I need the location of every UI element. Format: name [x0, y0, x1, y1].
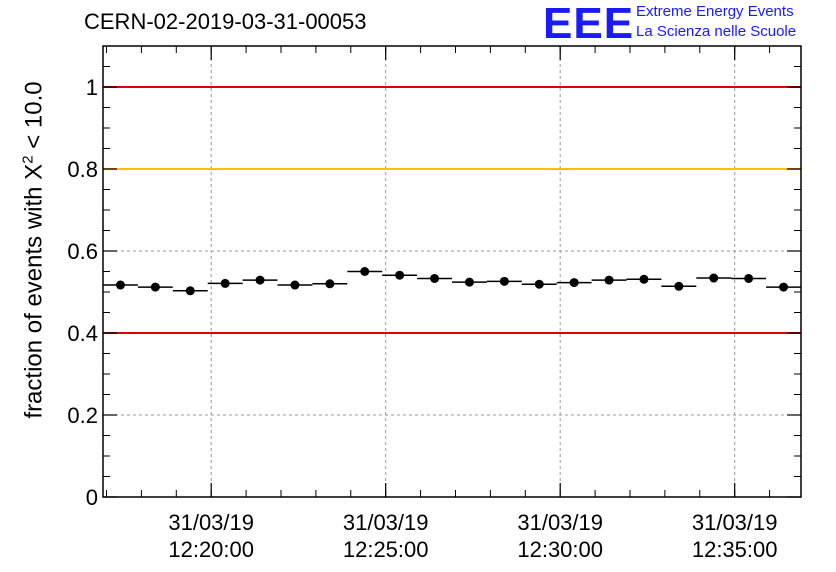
- data-point: [604, 275, 614, 285]
- data-point: [360, 267, 370, 276]
- data-point: [290, 280, 300, 290]
- data-point: [779, 282, 789, 292]
- x-tick-date: 31/03/19: [168, 510, 254, 535]
- data-point: [499, 276, 509, 286]
- y-tick-label: 0.8: [67, 157, 98, 182]
- data-point: [744, 273, 754, 283]
- x-tick-date: 31/03/19: [343, 510, 429, 535]
- data-point: [115, 280, 125, 290]
- x-tick-time: 12:30:00: [517, 537, 603, 562]
- x-tick-date: 31/03/19: [517, 510, 603, 535]
- y-tick-label: 0: [86, 485, 98, 510]
- data-point: [150, 282, 160, 292]
- data-point: [325, 279, 335, 289]
- x-tick-time: 12:20:00: [168, 537, 254, 562]
- data-point: [569, 278, 579, 288]
- data-point: [639, 274, 649, 284]
- eee-logo: EEE: [543, 0, 635, 48]
- data-point: [430, 273, 440, 283]
- plot-frame: [102, 45, 802, 498]
- x-tick-time: 12:25:00: [343, 537, 429, 562]
- y-tick-label: 0.6: [67, 239, 98, 264]
- logo-subtitle-1: Extreme Energy Events: [636, 3, 794, 20]
- y-tick-label: 0.4: [67, 321, 98, 346]
- logo-subtitle-2: La Scienza nelle Scuole: [636, 23, 797, 40]
- data-point: [674, 281, 684, 291]
- x-tick-time: 12:35:00: [692, 537, 778, 562]
- y-tick-label: 0.2: [67, 403, 98, 428]
- data-point: [709, 273, 719, 283]
- data-point: [534, 279, 544, 289]
- x-tick-date: 31/03/19: [692, 510, 778, 535]
- data-point: [464, 277, 474, 287]
- data-point: [220, 278, 230, 288]
- chart-title: CERN-02-2019-03-31-00053: [84, 9, 367, 34]
- data-point: [395, 270, 405, 280]
- data-point: [185, 286, 195, 296]
- y-axis-label: fraction of events with X2 < 10.0: [19, 81, 48, 419]
- data-point: [255, 275, 265, 285]
- y-tick-label: 1: [86, 75, 98, 100]
